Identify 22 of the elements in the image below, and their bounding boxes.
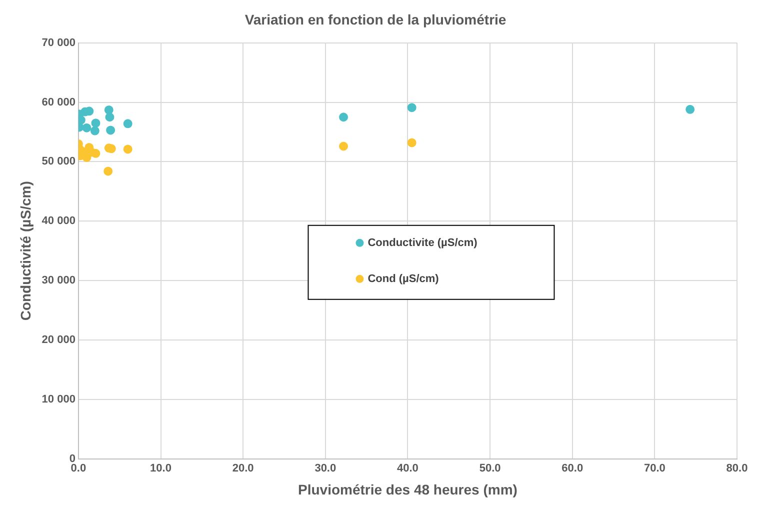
x-tick-label: 0.0 (70, 462, 86, 475)
x-tick-label: 50.0 (479, 462, 501, 475)
x-tick-label: 70.0 (644, 462, 666, 475)
y-tick-label: 70 000 (42, 36, 76, 49)
y-tick-label: 50 000 (42, 156, 76, 168)
x-tick-label: 80.0 (726, 462, 748, 475)
y-tick-label: 20 000 (42, 334, 76, 346)
y-tick-label: 0 (69, 453, 76, 466)
x-axis-title: Pluviométrie des 48 heures (mm) (298, 481, 518, 498)
x-tick-label: 30.0 (314, 462, 336, 475)
y-axis-title: Conductivité (µS/cm) (17, 181, 34, 321)
chart-title: Variation en fonction de la pluviométrie (244, 11, 506, 28)
legend-label: Conductivite (µS/cm) (368, 236, 478, 249)
y-tick-label: 30 000 (42, 274, 76, 287)
y-tick-label: 10 000 (42, 394, 76, 406)
x-tick-label: 20.0 (232, 462, 254, 475)
legend-label: Cond (µS/cm) (368, 272, 440, 285)
y-tick-label: 40 000 (42, 215, 76, 228)
x-tick-label: 60.0 (562, 462, 584, 475)
x-tick-label: 10.0 (150, 462, 172, 475)
x-tick-label: 40.0 (397, 462, 418, 475)
y-tick-label: 60 000 (42, 96, 76, 108)
